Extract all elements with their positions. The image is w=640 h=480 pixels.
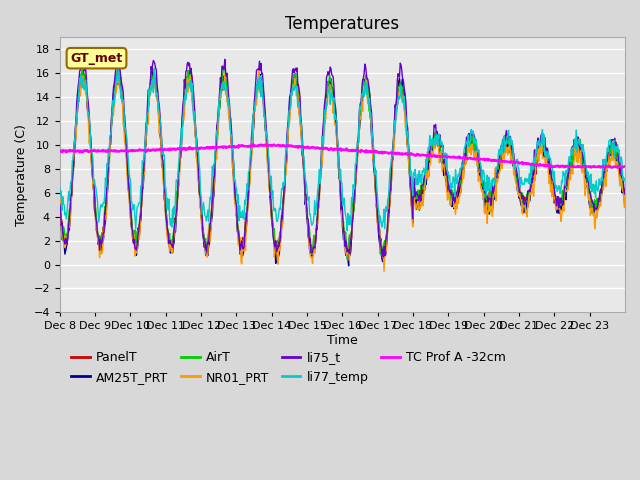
Title: Temperatures: Temperatures — [285, 15, 399, 33]
Text: GT_met: GT_met — [70, 52, 123, 65]
X-axis label: Time: Time — [327, 334, 358, 347]
Legend: PanelT, AM25T_PRT, AirT, NR01_PRT, li75_t, li77_temp, TC Prof A -32cm: PanelT, AM25T_PRT, AirT, NR01_PRT, li75_… — [66, 347, 511, 389]
Y-axis label: Temperature (C): Temperature (C) — [15, 124, 28, 226]
